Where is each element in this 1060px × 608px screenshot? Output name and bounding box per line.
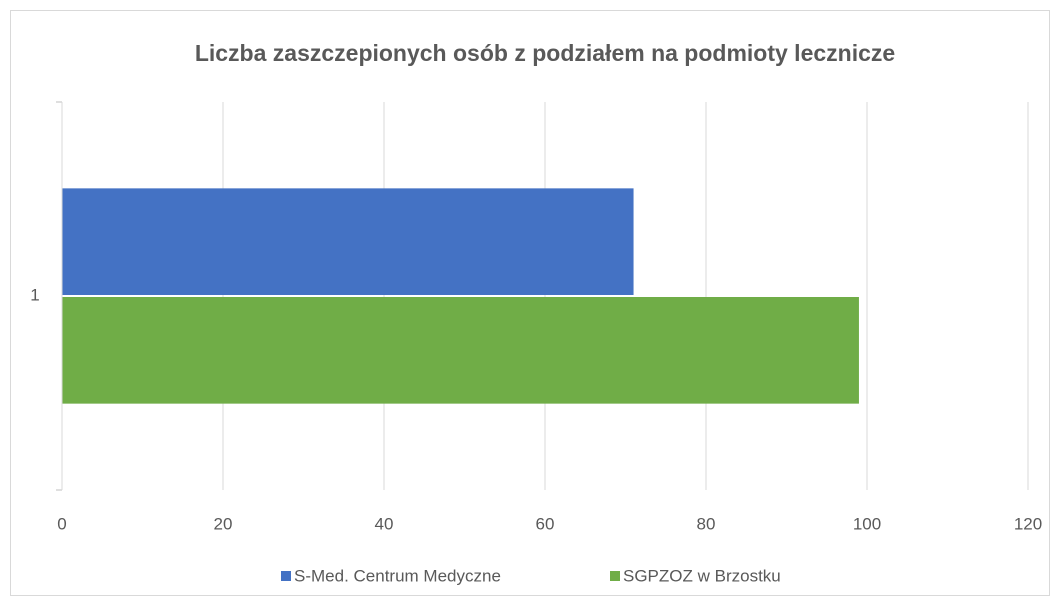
legend-label: SGPZOZ w Brzostku [623, 566, 781, 585]
x-tick-label: 120 [1014, 514, 1042, 533]
bar [62, 188, 634, 295]
x-tick-label: 80 [697, 514, 716, 533]
x-tick-label: 0 [57, 514, 66, 533]
y-tick-label: 1 [30, 285, 39, 304]
legend-swatch [281, 571, 291, 581]
bar [62, 297, 859, 404]
x-tick-label: 100 [853, 514, 881, 533]
x-tick-label: 40 [375, 514, 394, 533]
x-tick-label: 20 [214, 514, 233, 533]
x-tick-label: 60 [536, 514, 555, 533]
chart-title: Liczba zaszczepionych osób z podziałem n… [195, 40, 895, 66]
legend-swatch [610, 571, 620, 581]
legend-label: S-Med. Centrum Medyczne [294, 566, 501, 585]
